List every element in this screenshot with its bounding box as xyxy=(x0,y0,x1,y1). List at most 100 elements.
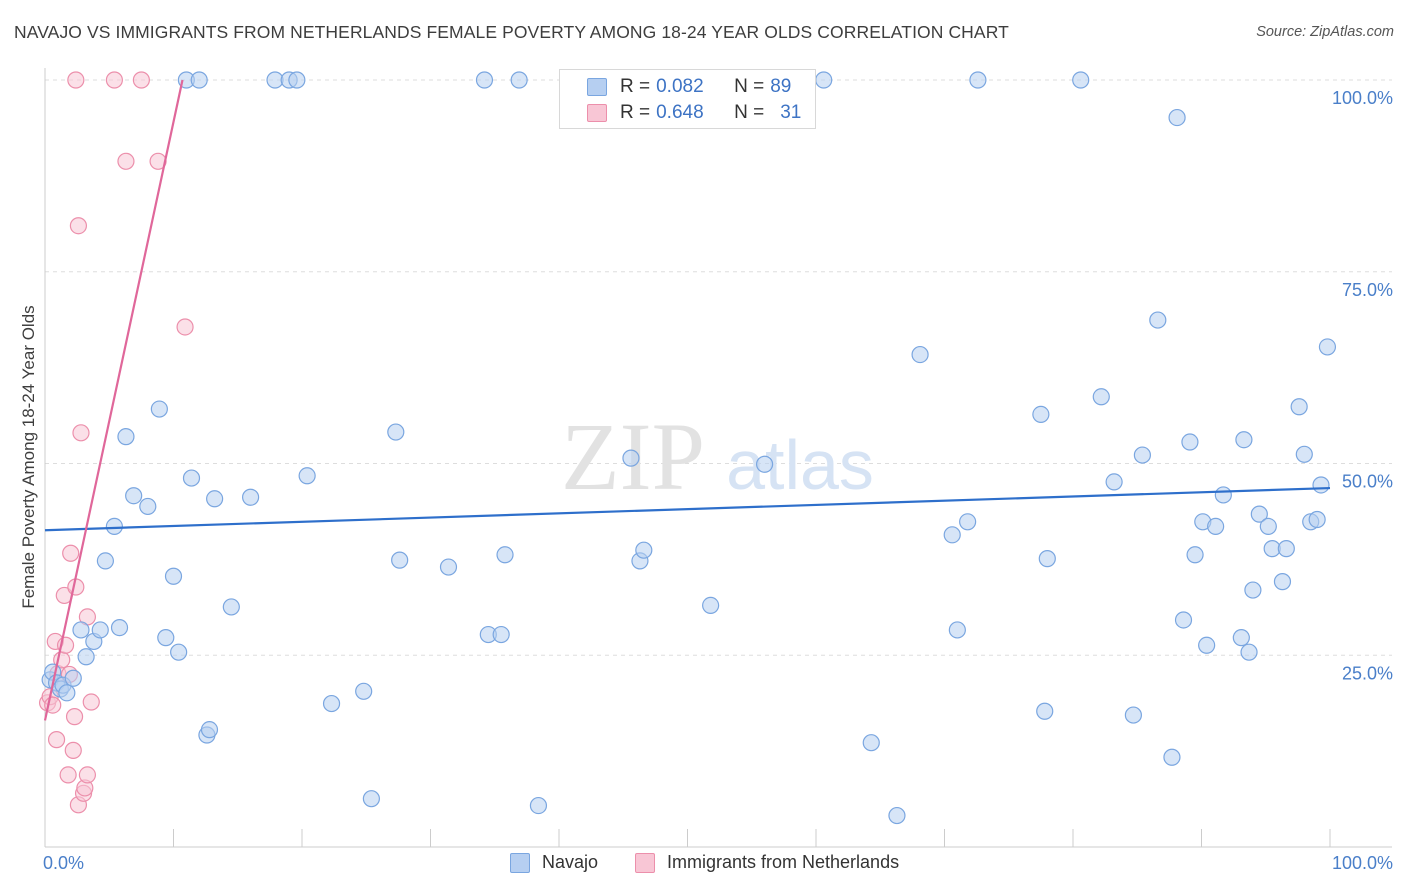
point-navajo xyxy=(1290,398,1308,416)
point-netherlands xyxy=(78,766,97,784)
point-netherlands xyxy=(59,766,77,784)
point-navajo xyxy=(355,682,373,700)
point-navajo xyxy=(635,541,653,559)
point-netherlands xyxy=(176,318,194,336)
y-axis-title: Female Poverty Among 18-24 Year Olds xyxy=(19,305,38,608)
point-netherlands xyxy=(47,731,66,749)
point-navajo xyxy=(1318,338,1337,356)
point-navajo xyxy=(206,490,224,508)
point-navajo xyxy=(1244,581,1262,599)
point-navajo xyxy=(815,71,833,89)
point-navajo xyxy=(529,796,548,815)
point-navajo xyxy=(1105,473,1123,491)
legend-item-navajo[interactable]: Navajo xyxy=(510,852,598,873)
point-netherlands xyxy=(105,71,123,89)
point-navajo xyxy=(77,648,95,666)
point-navajo xyxy=(1295,445,1313,463)
point-navajo xyxy=(164,567,183,585)
point-navajo xyxy=(105,517,123,535)
legend-swatch-netherlands xyxy=(587,104,607,122)
point-navajo xyxy=(496,546,514,564)
point-navajo xyxy=(1163,748,1181,766)
point-netherlands xyxy=(64,741,82,759)
point-navajo xyxy=(117,428,135,446)
series-netherlands-points xyxy=(38,71,194,814)
point-navajo xyxy=(1214,486,1232,504)
point-navajo xyxy=(888,806,906,825)
point-navajo xyxy=(1207,517,1225,535)
point-navajo xyxy=(1174,611,1193,629)
legend-swatch-navajo xyxy=(510,852,530,873)
point-navajo xyxy=(1259,517,1277,535)
point-navajo xyxy=(1168,108,1186,127)
point-navajo xyxy=(222,598,240,616)
gridlines xyxy=(45,79,1392,656)
point-navajo xyxy=(170,643,188,661)
y-tick-label: 100.0% xyxy=(1332,88,1393,108)
point-navajo xyxy=(1277,540,1295,558)
point-navajo xyxy=(969,71,987,89)
point-navajo xyxy=(391,551,409,569)
point-navajo xyxy=(1198,636,1216,654)
r-value-navajo: 0.082 xyxy=(656,76,704,97)
point-navajo xyxy=(362,790,380,808)
point-navajo xyxy=(242,488,260,506)
point-navajo xyxy=(150,400,168,418)
legend-item-netherlands[interactable]: Immigrants from Netherlands xyxy=(635,852,899,873)
point-navajo xyxy=(1038,550,1056,568)
point-navajo xyxy=(439,558,458,576)
n-value-navajo: 89 xyxy=(770,76,792,97)
point-navajo xyxy=(387,423,405,441)
point-netherlands xyxy=(72,424,90,442)
point-navajo xyxy=(702,596,720,614)
point-navajo xyxy=(125,487,143,505)
point-navajo xyxy=(622,449,640,467)
legend-row-navajo: R = 0.082 N = 89 xyxy=(560,74,791,100)
legend-label-navajo: Navajo xyxy=(542,852,599,872)
point-navajo xyxy=(91,621,109,639)
point-navajo xyxy=(322,694,341,713)
r-value-netherlands: 0.648 xyxy=(656,102,704,123)
point-navajo xyxy=(96,552,114,570)
n-label: N = xyxy=(734,102,765,123)
point-navajo xyxy=(1092,388,1110,406)
x-tick-label-max: 100.0% xyxy=(1332,853,1393,873)
point-navajo xyxy=(1240,643,1258,661)
point-navajo xyxy=(492,625,510,644)
point-navajo xyxy=(1133,446,1151,464)
trend-line-navajo xyxy=(44,486,1331,532)
series-navajo-points xyxy=(41,71,1337,825)
point-netherlands xyxy=(62,544,80,562)
point-netherlands xyxy=(69,217,88,235)
point-navajo xyxy=(959,513,977,531)
point-navajo xyxy=(1149,311,1167,329)
point-navajo xyxy=(1250,505,1268,523)
legend-label-netherlands: Immigrants from Netherlands xyxy=(667,852,900,872)
point-navajo xyxy=(1232,629,1250,647)
point-netherlands xyxy=(117,152,135,170)
point-navajo xyxy=(1036,702,1054,720)
legend-series: Navajo Immigrants from Netherlands xyxy=(0,852,1406,878)
point-navajo xyxy=(755,455,774,473)
tick-labels: 25.0% 50.0% 75.0% 100.0% 0.0% 100.0% xyxy=(43,88,1393,873)
source-label: Source: ZipAtlas.com xyxy=(1256,24,1394,40)
point-navajo xyxy=(862,734,880,752)
point-navajo xyxy=(1235,431,1253,449)
point-navajo xyxy=(72,621,90,639)
r-label: R = xyxy=(620,102,651,123)
point-navajo xyxy=(298,467,316,485)
point-navajo xyxy=(1312,476,1330,494)
point-navajo xyxy=(139,497,157,516)
chart-title: NAVAJO VS IMMIGRANTS FROM NETHERLANDS FE… xyxy=(14,22,1009,42)
point-navajo xyxy=(510,71,528,89)
legend-row-netherlands: R = 0.648 N = 31 xyxy=(560,100,801,126)
y-tick-label: 75.0% xyxy=(1342,280,1393,300)
point-navajo xyxy=(182,469,201,487)
point-navajo xyxy=(190,71,208,89)
trend-lines xyxy=(43,79,1331,721)
point-navajo xyxy=(1181,433,1199,451)
legend-swatch-navajo xyxy=(587,78,607,96)
point-netherlands xyxy=(82,693,100,711)
axes xyxy=(44,68,1392,848)
